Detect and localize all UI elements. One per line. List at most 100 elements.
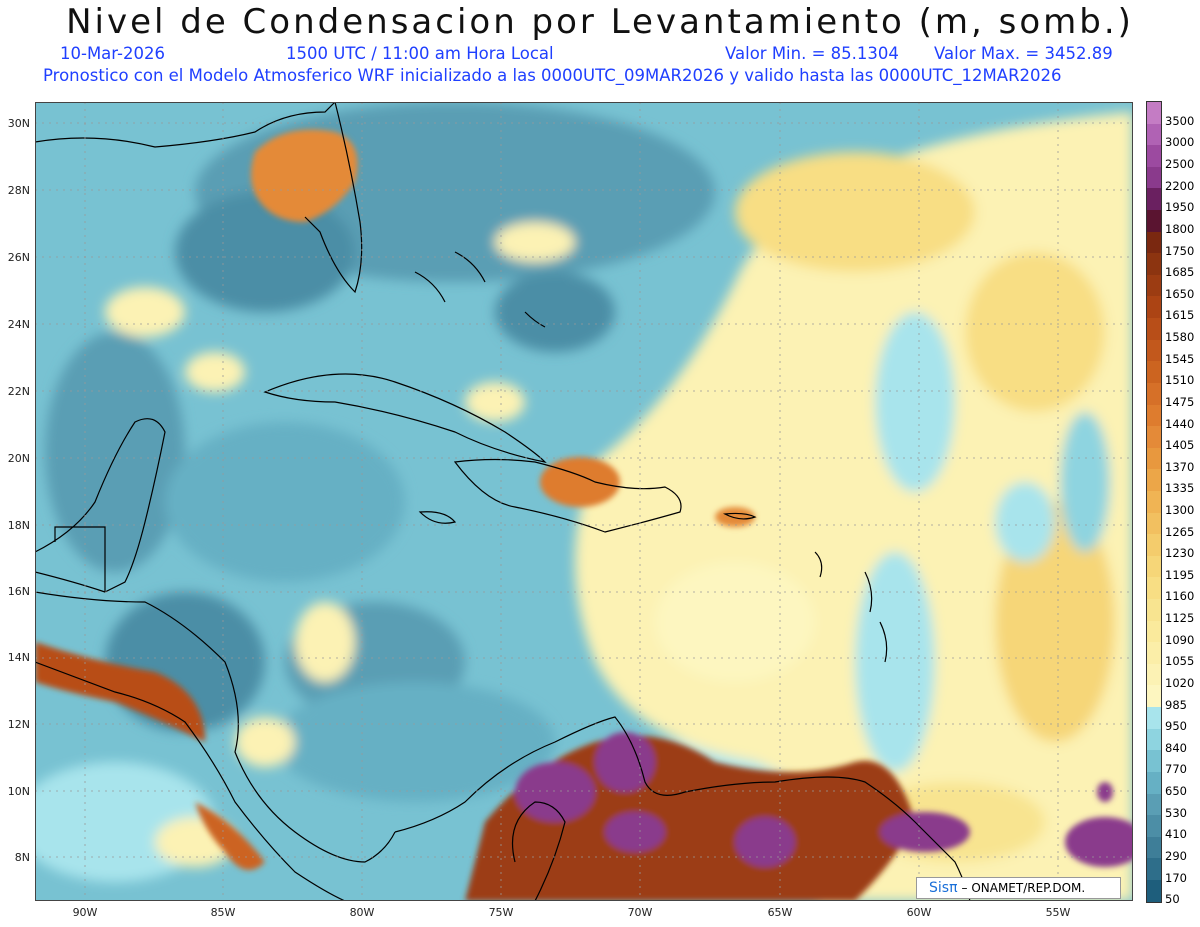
colorbar-swatch [1147, 210, 1161, 232]
colorbar-label: 1510 [1165, 373, 1195, 388]
colorbar-label: 1685 [1165, 265, 1195, 280]
colorbar-swatch [1147, 750, 1161, 772]
colorbar-swatch [1147, 166, 1161, 189]
lon-label-55w: 55W [1045, 906, 1071, 919]
colorbar-swatch [1147, 685, 1161, 708]
lat-label-8n: 8N [14, 851, 30, 864]
colorbar-label: 1580 [1165, 330, 1195, 345]
colorbar-swatch [1147, 815, 1161, 837]
colorbar-label: 770 [1165, 762, 1187, 777]
colorbar-label: 3000 [1165, 135, 1195, 150]
colorbar-label: 1195 [1165, 567, 1195, 582]
colorbar [1146, 101, 1162, 903]
forecast-time: 1500 UTC / 11:00 am Hora Local [286, 44, 554, 63]
colorbar-label: 290 [1165, 848, 1187, 863]
forecast-description: Pronostico con el Modelo Atmosferico WRF… [43, 66, 1062, 85]
colorbar-swatch [1147, 707, 1161, 729]
colorbar-swatch [1147, 836, 1161, 859]
colorbar-swatch [1147, 728, 1161, 751]
colorbar-label: 1615 [1165, 308, 1195, 323]
colorbar-label: 2500 [1165, 157, 1195, 172]
colorbar-swatch [1147, 296, 1161, 319]
colorbar-label: 1800 [1165, 221, 1195, 236]
colorbar-label: 2200 [1165, 178, 1195, 193]
colorbar-label: 950 [1165, 719, 1187, 734]
colorbar-label: 170 [1165, 870, 1187, 885]
colorbar-swatch [1147, 404, 1161, 427]
map-canvas [15, 101, 1145, 902]
colorbar-swatch [1147, 534, 1161, 556]
colorbar-label: 1335 [1165, 481, 1195, 496]
field-patches [15, 102, 1133, 901]
colorbar-swatch [1147, 490, 1161, 513]
colorbar-swatch [1147, 382, 1161, 405]
colorbar-label: 50 [1165, 892, 1180, 907]
colorbar-swatch [1147, 577, 1161, 600]
colorbar-swatch [1147, 188, 1161, 211]
colorbar-label: 1370 [1165, 459, 1195, 474]
colorbar-swatch [1147, 426, 1161, 448]
lcl-map [15, 101, 1145, 905]
colorbar-swatch [1147, 793, 1161, 816]
colorbar-swatch [1147, 123, 1161, 146]
colorbar-swatch [1147, 469, 1161, 491]
colorbar-swatch [1147, 447, 1161, 470]
colorbar-label: 1230 [1165, 546, 1195, 561]
colorbar-label: 840 [1165, 740, 1187, 755]
colorbar-swatch [1147, 361, 1161, 383]
value-max: Valor Max. = 3452.89 [934, 44, 1113, 63]
lat-label-14n: 14N [7, 651, 30, 664]
colorbar-swatch [1147, 599, 1161, 621]
lat-label-18n: 18N [7, 519, 30, 532]
lat-label-12n: 12N [7, 718, 30, 731]
colorbar-label: 985 [1165, 697, 1187, 712]
lon-label-80w: 80W [349, 906, 375, 919]
lat-label-10n: 10N [7, 785, 30, 798]
colorbar-label: 1160 [1165, 589, 1195, 604]
colorbar-label: 1405 [1165, 438, 1195, 453]
colorbar-swatch [1147, 620, 1161, 643]
colorbar-label: 3500 [1165, 113, 1195, 128]
colorbar-label: 410 [1165, 827, 1187, 842]
colorbar-swatch [1147, 339, 1161, 362]
colorbar-label: 1125 [1165, 611, 1195, 626]
lat-label-26n: 26N [7, 251, 30, 264]
forecast-date: 10-Mar-2026 [60, 44, 165, 63]
lat-label-24n: 24N [7, 318, 30, 331]
colorbar-swatch [1147, 555, 1161, 578]
colorbar-label: 1440 [1165, 416, 1195, 431]
colorbar-label: 530 [1165, 805, 1187, 820]
lat-lon-grid [35, 102, 1133, 901]
colorbar-swatch [1147, 663, 1161, 686]
colorbar-label: 1020 [1165, 675, 1195, 690]
colorbar-swatch [1147, 318, 1161, 340]
map-title: Nivel de Condensacion por Levantamiento … [66, 2, 1134, 42]
lon-label-75w: 75W [488, 906, 514, 919]
lat-label-20n: 20N [7, 452, 30, 465]
lon-label-85w: 85W [210, 906, 236, 919]
colorbar-label: 1055 [1165, 654, 1195, 669]
high-lcl-patches [35, 129, 1145, 901]
credit-box: Sisπ – ONAMET/REP.DOM. [916, 877, 1121, 899]
colorbar-swatch [1147, 771, 1161, 794]
lon-label-90w: 90W [72, 906, 98, 919]
lat-label-22n: 22N [7, 385, 30, 398]
lat-label-16n: 16N [7, 585, 30, 598]
lat-label-30n: 30N [7, 117, 30, 130]
colorbar-label: 1300 [1165, 503, 1195, 517]
colorbar-label: 1545 [1165, 351, 1195, 366]
lon-label-60w: 60W [906, 906, 932, 919]
colorbar-swatch [1147, 231, 1161, 254]
credit-text: – ONAMET/REP.DOM. [961, 881, 1086, 895]
sispi-logo-text: Sisπ [929, 880, 958, 896]
lat-label-28n: 28N [7, 184, 30, 197]
colorbar-swatch [1147, 102, 1161, 124]
colorbar-swatch [1147, 858, 1161, 880]
colorbar-swatch [1147, 642, 1161, 664]
colorbar-swatch [1147, 879, 1161, 902]
colorbar-label: 1650 [1165, 286, 1195, 301]
coastlines [34, 101, 971, 902]
lon-label-65w: 65W [767, 906, 793, 919]
colorbar-label: 1475 [1165, 394, 1195, 409]
colorbar-label: 1265 [1165, 524, 1195, 539]
